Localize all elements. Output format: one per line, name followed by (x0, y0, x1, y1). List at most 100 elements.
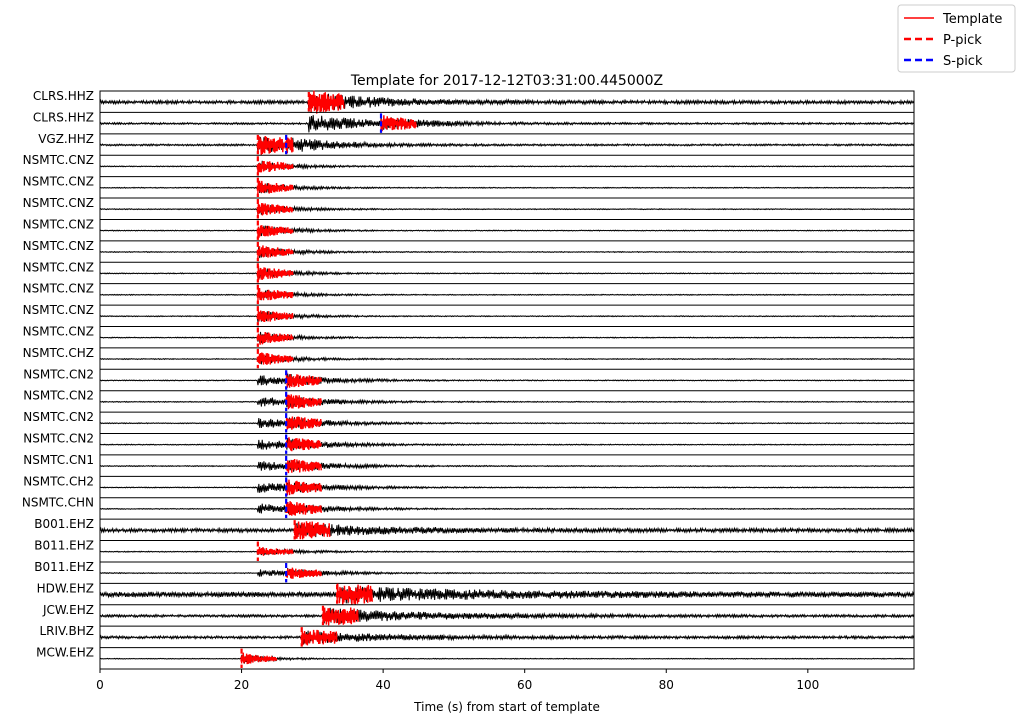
trace-waveform (99, 311, 915, 323)
trace-label: NSMTC.CN2 (23, 367, 94, 381)
trace-label: NSMTC.CN2 (23, 389, 94, 403)
template-waveform (257, 546, 294, 556)
legend-label: Template (942, 12, 1002, 27)
trace-waveform (99, 331, 915, 344)
trace-label: NSMTC.CNZ (23, 303, 94, 317)
trace-label: NSMTC.CNZ (23, 153, 94, 167)
template-waveform (301, 629, 338, 646)
x-axis-label: Time (s) from start of template (413, 700, 600, 714)
template-waveform (293, 521, 331, 540)
plot-frame (99, 90, 915, 670)
trace-waveform (99, 654, 914, 664)
x-tick-label: 80 (659, 678, 674, 692)
trace-waveform (99, 567, 914, 578)
chart-title: Template for 2017-12-12T03:31:00.445000Z (350, 73, 663, 89)
template-waveform (285, 394, 322, 410)
template-waveform (257, 310, 294, 322)
trace-waveform (99, 268, 914, 279)
trace-label: NSMTC.CNZ (23, 217, 94, 231)
trace-label: CLRS.HHZ (33, 110, 94, 124)
template-waveform (257, 161, 294, 173)
trace-label: NSMTC.CN1 (23, 453, 94, 467)
trace-label: NSMTC.CNZ (23, 175, 94, 189)
x-tick-label: 100 (796, 678, 819, 692)
template-waveform (285, 459, 322, 474)
template-waveform (257, 265, 294, 281)
trace-label: B011.EHZ (34, 560, 94, 574)
template-waveform (257, 288, 294, 303)
trace-label: B001.EHZ (34, 517, 94, 531)
trace-waveform (99, 586, 915, 604)
legend-items: Template P-pick S-pick (904, 12, 1002, 69)
trace-waveform (99, 160, 915, 172)
template-waveform (257, 352, 294, 365)
x-tick-label: 60 (517, 678, 532, 692)
trace-waveform (99, 225, 914, 237)
trace-waveform (99, 482, 915, 494)
trace-label: NSMTC.CHN (22, 496, 94, 510)
trace-waveform (99, 204, 914, 215)
x-tick-label: 0 (96, 678, 104, 692)
trace-label: NSMTC.CNZ (23, 239, 94, 253)
trace-label: LRIV.BHZ (39, 624, 94, 638)
trace-waveform (99, 438, 914, 451)
trace-label: NSMTC.CH2 (23, 474, 94, 488)
trace-waveform (99, 355, 914, 365)
trace-waveform (99, 630, 915, 645)
template-waveform (257, 202, 294, 216)
trace-waveform (99, 93, 915, 112)
trace-waveform (99, 289, 914, 301)
template-waveform (257, 135, 294, 156)
trace-label: NSMTC.CHZ (23, 346, 94, 360)
template-waveform (285, 416, 322, 430)
trace-waveform (99, 182, 915, 194)
trace-label: B011.EHZ (34, 539, 94, 553)
legend-label: S-pick (943, 54, 983, 69)
trace-label: MCW.EHZ (36, 646, 94, 660)
trace-label: NSMTC.CNZ (23, 196, 94, 210)
trace-waveform (99, 417, 914, 429)
template-waveform (240, 652, 278, 665)
trace-waveform (99, 246, 914, 259)
plot-area: CLRS.HHZ CLRS.HHZ VGZ.HHZ NSMTC.CNZ NSMTC.CN… (22, 89, 915, 692)
trace-waveform (99, 607, 915, 624)
trace-label: CLRS.HHZ (33, 89, 94, 103)
template-waveform (257, 245, 294, 260)
template-waveform (257, 180, 294, 195)
legend: Template P-pick S-pick (897, 4, 1016, 73)
template-waveform (257, 225, 294, 238)
trace-label: NSMTC.CNZ (23, 282, 94, 296)
x-tick-label: 40 (375, 678, 390, 692)
trace-label: NSMTC.CNZ (23, 260, 94, 274)
trace-waveform (99, 522, 915, 538)
template-waveform (308, 90, 345, 114)
template-waveform (285, 567, 322, 579)
trace-label: NSMTC.CNZ (23, 324, 94, 338)
trace-waveform (99, 395, 914, 409)
trace-waveform (99, 115, 915, 133)
trace-label: JCW.EHZ (42, 603, 94, 617)
template-waveform (380, 115, 417, 132)
trace-waveform (99, 547, 914, 556)
template-waveform (285, 437, 322, 452)
trace-label: NSMTC.CN2 (23, 432, 94, 446)
template-waveform (285, 501, 322, 516)
trace-label: HDW.EHZ (37, 581, 94, 595)
template-waveform (285, 479, 322, 496)
trace-label: NSMTC.CN2 (23, 410, 94, 424)
trace-labels: CLRS.HHZ CLRS.HHZ VGZ.HHZ NSMTC.CNZ NSMTC.CN… (22, 89, 94, 660)
trace-label: VGZ.HHZ (38, 132, 94, 146)
x-tick-label: 20 (234, 678, 249, 692)
template-waveform (257, 332, 294, 345)
template-waveform (322, 607, 359, 626)
trace-waveform (99, 373, 914, 386)
legend-label: P-pick (943, 33, 982, 48)
legend-box (897, 4, 1016, 73)
trace-waveform (99, 137, 915, 155)
trace-waveform (99, 502, 914, 515)
template-waveform (336, 583, 373, 605)
template-waveform (285, 372, 322, 388)
